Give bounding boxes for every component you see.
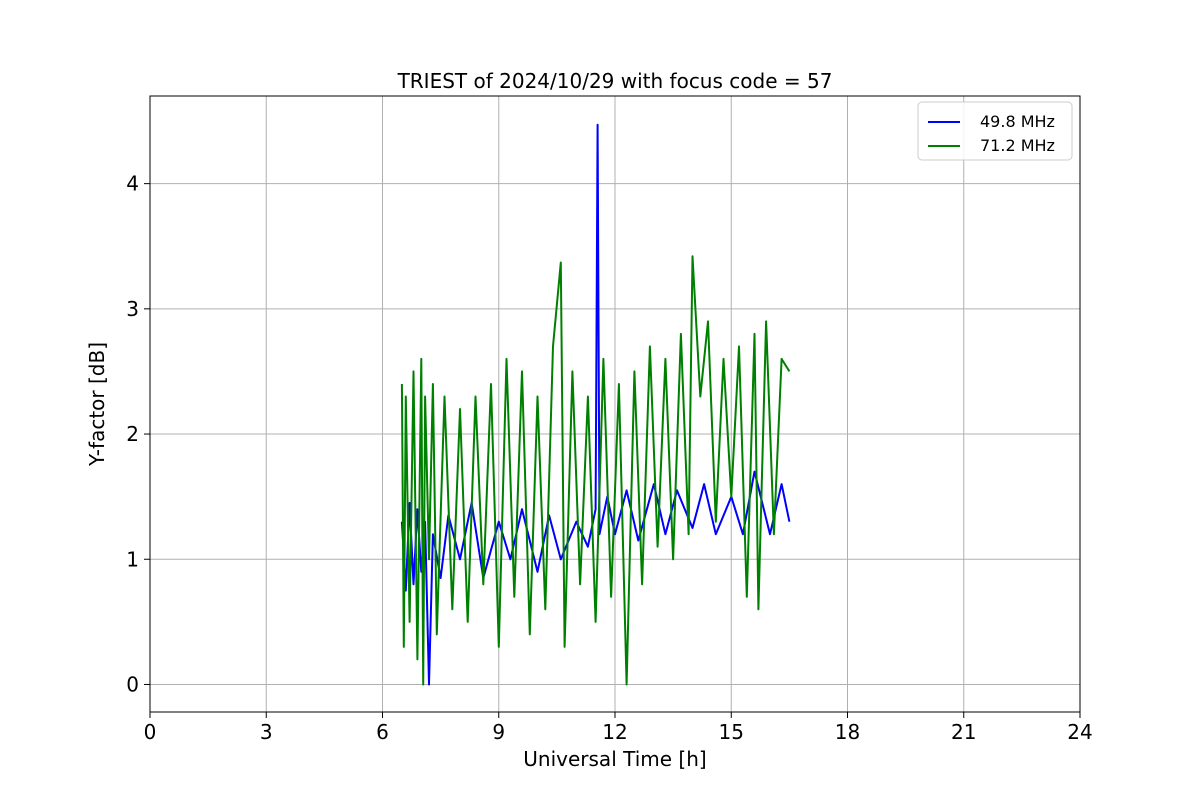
x-tick-label: 18 <box>835 720 860 744</box>
y-tick-label: 4 <box>126 172 139 196</box>
x-tick-label: 12 <box>602 720 627 744</box>
legend-label: 49.8 MHz <box>980 112 1055 131</box>
y-tick-label: 1 <box>126 547 139 571</box>
x-tick-label: 24 <box>1067 720 1092 744</box>
x-tick-label: 9 <box>492 720 505 744</box>
x-tick-label: 15 <box>719 720 744 744</box>
legend-label: 71.2 MHz <box>980 136 1055 155</box>
y-tick-label: 2 <box>126 422 139 446</box>
y-tick-label: 0 <box>126 672 139 696</box>
x-tick-label: 0 <box>144 720 157 744</box>
y-tick-label: 3 <box>126 297 139 321</box>
series-line-71-2-mhz <box>400 255 791 686</box>
x-tick-label: 21 <box>951 720 976 744</box>
legend: 49.8 MHz 71.2 MHz <box>917 101 1073 161</box>
x-axis-label: Universal Time [h] <box>523 747 706 771</box>
x-tick-label: 6 <box>376 720 389 744</box>
chart-title: TRIEST of 2024/10/29 with focus code = 5… <box>397 69 833 93</box>
series-line-49-8-mhz <box>400 123 791 686</box>
series-layer <box>400 123 791 686</box>
x-tick-label: 3 <box>260 720 273 744</box>
y-axis-label: Y-factor [dB] <box>85 342 109 467</box>
